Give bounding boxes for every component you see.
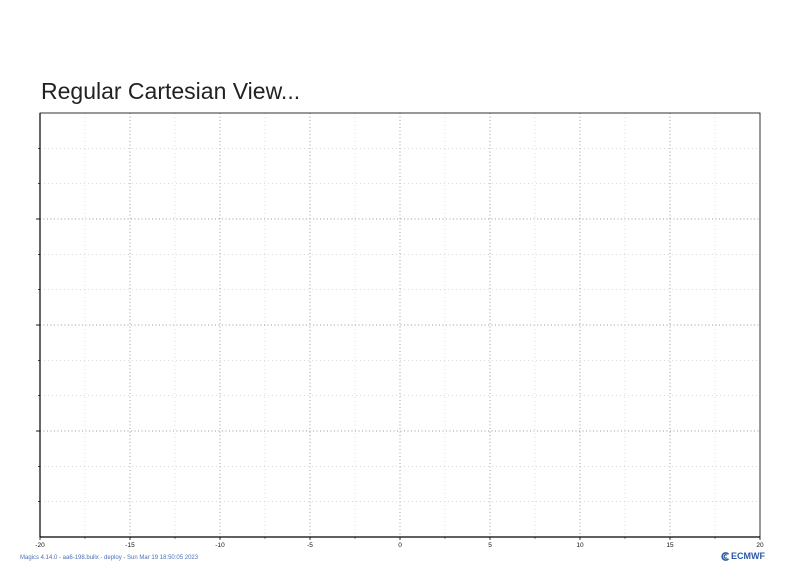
x-tick-label: 10 [576, 542, 584, 549]
x-tick-label: -15 [125, 542, 135, 549]
chart-title: Regular Cartesian View... [41, 78, 301, 104]
x-tick-label: -20 [35, 542, 45, 549]
x-tick-label: 15 [666, 542, 674, 549]
x-tick-labels: -20 -15 -10 -5 0 5 10 15 20 [35, 542, 764, 549]
grid-lines [40, 113, 760, 537]
footer-credit: Magics 4.14.0 - aa6-198.bullx - deploy -… [20, 555, 199, 561]
axes [36, 112, 761, 540]
x-tick-label: 0 [398, 542, 402, 549]
ecmwf-logo-text: ECMWF [731, 551, 765, 561]
x-tick-label: 20 [756, 542, 764, 549]
x-tick-label: -10 [215, 542, 225, 549]
x-tick-label: 5 [488, 542, 492, 549]
ecmwf-logo-icon [721, 551, 730, 561]
x-tick-label: -5 [307, 542, 313, 549]
ecmwf-logo: ECMWF [720, 551, 765, 561]
